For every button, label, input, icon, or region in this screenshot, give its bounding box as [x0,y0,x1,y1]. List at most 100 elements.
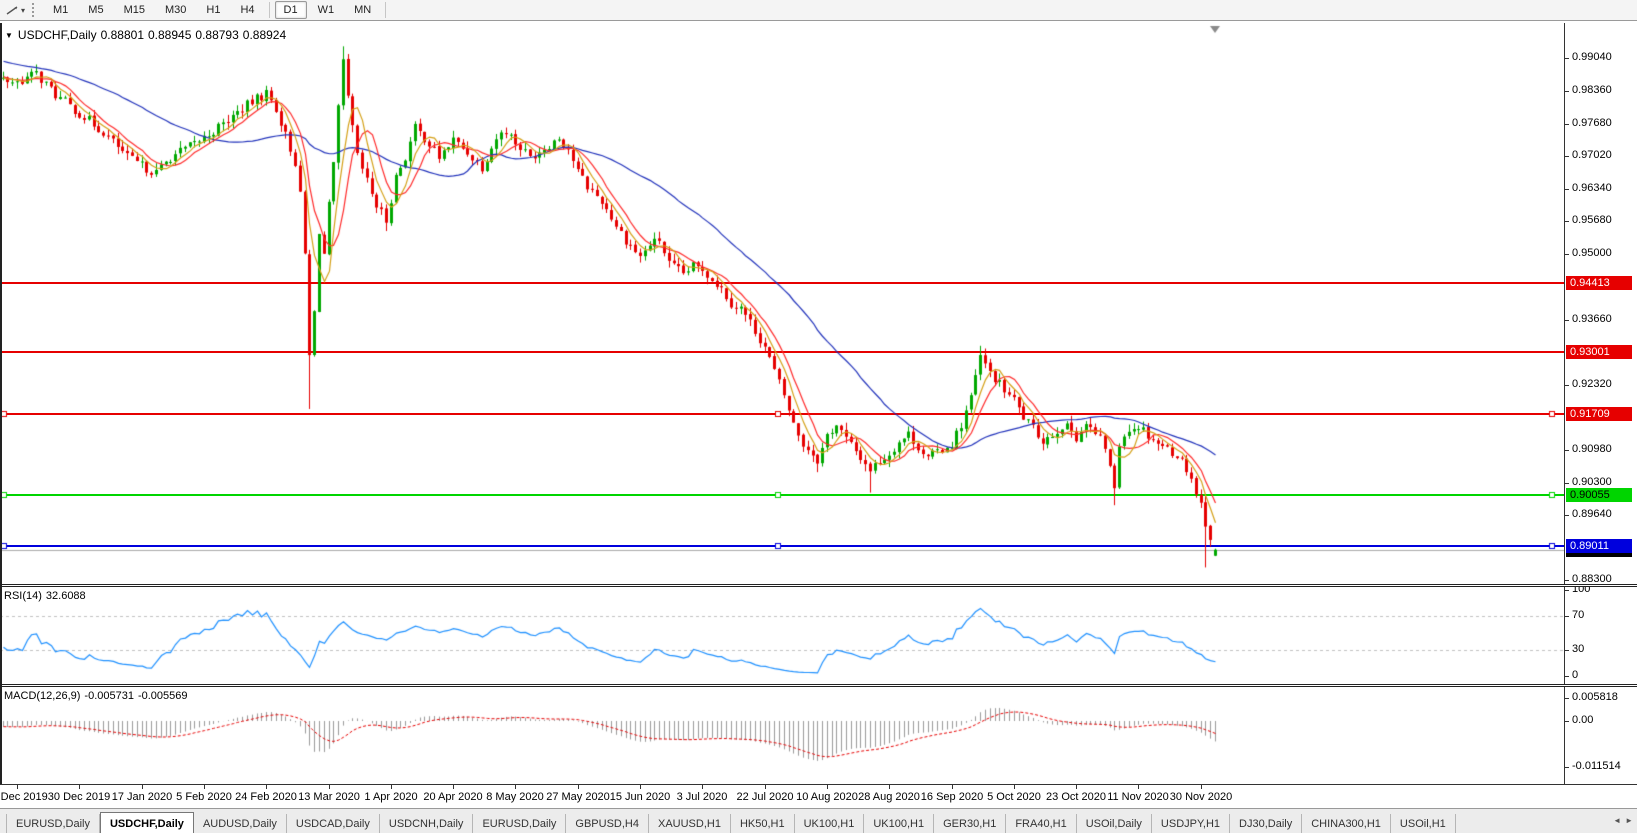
price-axis-tick: 0.90300 [1572,476,1612,488]
axis-tick-mark [1564,580,1569,581]
timeframe-w1[interactable]: W1 [317,4,335,16]
chart-title: ▼ USDCHF,Daily 0.88801 0.88945 0.88793 0.8892… [5,28,290,42]
timeframe-mn[interactable]: MN [354,4,372,16]
time-axis-label: 16 Sep 2020 [920,791,984,803]
price-axis-tick: 0.97020 [1572,149,1612,161]
chart-tab-fra40-h1[interactable]: FRA40,H1 [1006,814,1077,833]
price-chart-canvas[interactable] [0,23,1564,584]
time-axis-label: 30 Nov 2020 [1169,791,1233,803]
axis-tick-mark [1564,221,1569,222]
chart-tab-uk100-h1[interactable]: UK100,H1 [795,814,865,833]
tab-scroll-left-icon[interactable]: ◄ [1613,816,1622,825]
level-price-label-0.89011: 0.89011 [1566,539,1632,553]
toolbar-grip[interactable] [32,3,37,17]
chart-tab-audusd-daily[interactable]: AUDUSD,Daily [194,814,287,833]
rsi-indicator-name: RSI(14) [4,590,42,602]
chart-tab-usoil-daily[interactable]: USOil,Daily [1077,814,1152,833]
axis-tick-mark [1564,124,1569,125]
chart-tab-ger30-h1[interactable]: GER30,H1 [934,814,1007,833]
chart-tab-usdjpy-h1[interactable]: USDJPY,H1 [1152,814,1231,833]
time-axis-label: 13 Mar 2020 [298,791,360,803]
price-axis-tick: 0.90980 [1572,443,1612,455]
time-axis-label: 20 Apr 2020 [423,791,483,803]
time-axis-tick-mark [640,785,641,789]
chart-tab-usdchf-daily[interactable]: USDCHF,Daily [99,812,194,833]
price-axis-tick: 0.95000 [1572,247,1612,259]
timeframe-m15[interactable]: M15 [123,4,145,16]
timeframe-m30[interactable]: M30 [164,4,187,16]
chart-tab-usdcad-daily[interactable]: USDCAD,Daily [287,814,380,833]
axis-tick-mark [1564,590,1569,591]
chart-low-value: 0.88793 [195,28,239,42]
timeframe-m1[interactable]: M1 [53,4,69,16]
time-axis-label: 22 Jul 2020 [736,791,794,803]
triangle-down-icon[interactable]: ▼ [5,31,13,40]
price-axis[interactable]: 0.99040 0.98360 0.97680 0.97020 0.96340 0.956… [1564,21,1637,784]
chart-tabs-bar: EURUSD,Daily USDCHF,Daily AUDUSD,Daily USDC… [0,808,1637,833]
axis-tick-mark [1564,767,1569,768]
price-axis-tick: 0.89640 [1572,508,1612,520]
price-axis-tick: 0.98360 [1572,84,1612,96]
price-axis-tick: 0.96340 [1572,182,1612,194]
chart-tab-china300-h1[interactable]: CHINA300,H1 [1302,814,1391,833]
time-axis-tick-mark [1014,785,1015,789]
level-price-label-0.94413: 0.94413 [1566,276,1632,290]
timeframe-h4[interactable]: H4 [240,4,255,16]
time-axis-label: 27 May 2020 [546,791,610,803]
main-chart-pane: ▼ USDCHF,Daily 0.88801 0.88945 0.88793 0.8892… [0,23,1564,584]
macd-indicator-name: MACD(12,26,9) [4,690,81,702]
chart-tools-button[interactable]: ▾ [2,3,28,18]
time-axis-tick-mark [827,785,828,789]
axis-tick-mark [1564,483,1569,484]
pane-splitter[interactable] [0,584,1637,587]
chart-tab-uk100-h1[interactable]: UK100,H1 [864,814,935,833]
timeframe-h1[interactable]: H1 [206,4,221,16]
timeframe-m5[interactable]: M5 [88,4,104,16]
time-axis-label: 8 May 2020 [486,791,544,803]
chart-left-border [0,23,2,784]
timeframe-d1[interactable]: D1 [274,1,307,19]
chart-tab-xauusd-h1[interactable]: XAUUSD,H1 [649,814,731,833]
time-axis-label: 28 Aug 2020 [858,791,920,803]
price-axis-tick: 0.97680 [1572,117,1612,129]
time-axis-label: 17 Jan 2020 [111,791,173,803]
time-axis-label: 5 Feb 2020 [176,791,232,803]
chart-tab-usoil-h1[interactable]: USOil,H1 [1391,814,1456,833]
axis-tick-mark [1564,650,1569,651]
chart-tab-eurusd-daily[interactable]: EURUSD,Daily [473,814,567,833]
time-axis-label: 1 Apr 2020 [364,791,418,803]
level-price-label-0.93001: 0.93001 [1566,345,1632,359]
chart-tab-eurusd-daily[interactable]: EURUSD,Daily [6,814,100,833]
price-axis-border [1564,23,1565,784]
chart-tab-dj30-daily[interactable]: DJ30,Daily [1230,814,1303,833]
price-axis-tick: 0.95680 [1572,214,1612,226]
macd-canvas[interactable] [0,687,1564,784]
chart-tab-usdcnh-daily[interactable]: USDCNH,Daily [380,814,474,833]
price-axis-tick: 0.99040 [1572,51,1612,63]
time-axis-tick-mark [1076,785,1077,789]
rsi-label: RSI(14) 32.6088 [4,590,90,602]
time-axis-tick-mark [79,785,80,789]
chart-tab-hk50-h1[interactable]: HK50,H1 [731,814,795,833]
rsi-canvas[interactable] [0,587,1564,684]
pane-splitter[interactable] [0,684,1637,687]
toolbar-separator [268,2,270,18]
axis-tick-mark [1564,676,1569,677]
macd-pane: MACD(12,26,9) -0.005731 -0.005569 [0,687,1564,784]
time-axis-tick-mark [702,785,703,789]
rsi-axis-tick: 0 [1572,669,1579,681]
macd-signal-value: -0.005569 [137,690,188,702]
time-axis-label: 11 Nov 2020 [1107,791,1169,803]
tab-scroll-right-icon[interactable]: ► [1625,816,1633,825]
macd-label: MACD(12,26,9) -0.005731 -0.005569 [4,690,192,702]
caret-down-icon: ▾ [21,5,26,15]
macd-main-value: -0.005731 [84,690,134,702]
tab-scroll-buttons: ◄ ► [1609,816,1633,825]
chart-open-value: 0.88801 [100,28,144,42]
toolbar-separator [385,2,387,18]
timeframe-toolbar: ▾ M1 M5 M15 M30 H1 H4 D1 W1 MN [0,0,1637,21]
time-axis-tick-mark [765,785,766,789]
chart-tab-gbpusd-h4[interactable]: GBPUSD,H4 [566,814,649,833]
